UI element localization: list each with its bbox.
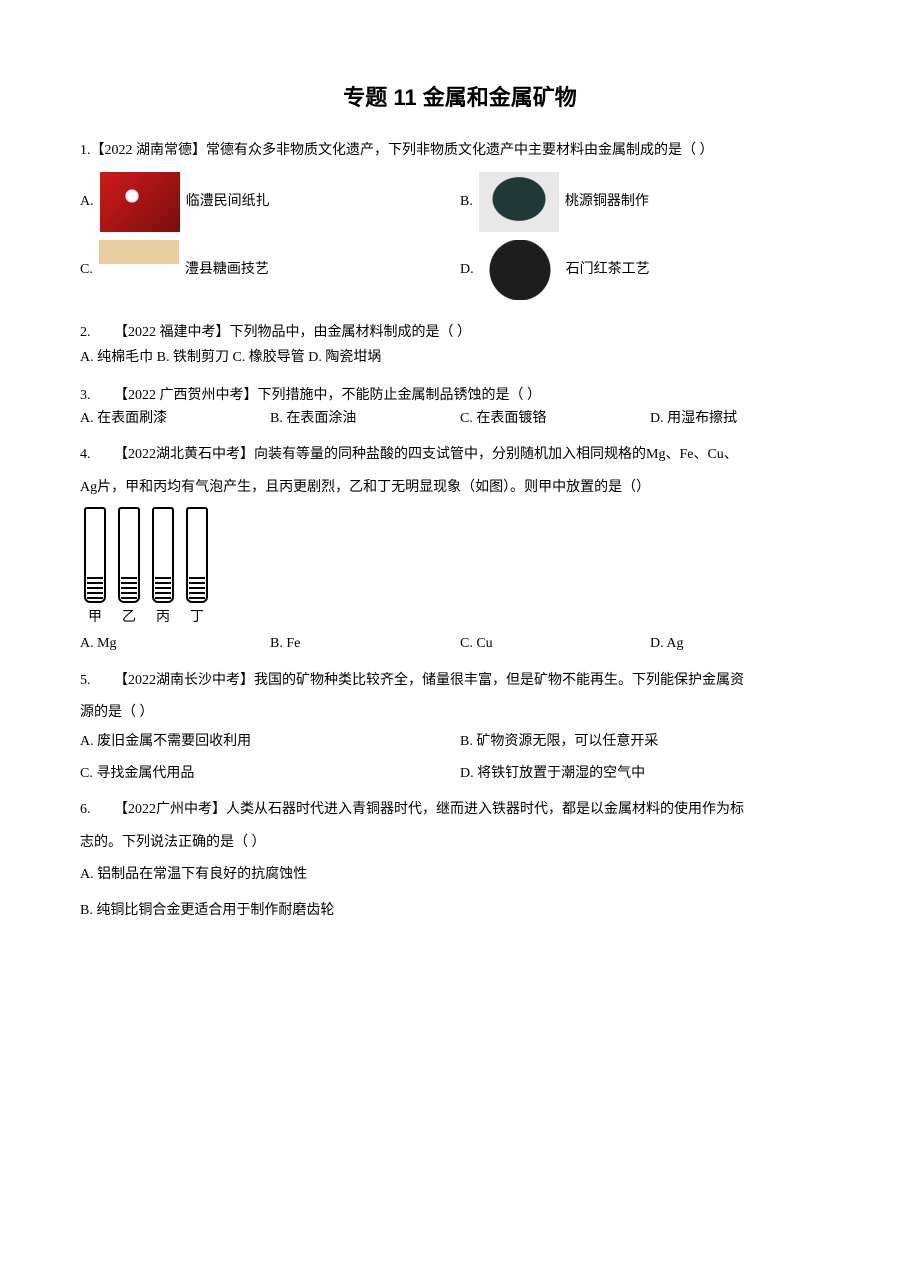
q5-text-1: 【2022湖南长沙中考】我国的矿物种类比较齐全，储量很丰富，但是矿物不能再生。下… [114,670,840,692]
q3-option-a: A. 在表面刷漆 [80,408,270,430]
q1-option-d: D. 石门红茶工艺 [460,240,840,300]
q2-num: 2. [80,322,114,344]
option-c-image [99,240,179,300]
tube-label-1: 甲 [84,607,106,629]
tube-label-2: 乙 [118,607,140,629]
option-letter: A. [80,191,94,213]
q3-option-c: C. 在表面镀铬 [460,408,650,430]
q3-text: 【2022 广西贺州中考】下列措施中，不能防止金属制品锈蚀的是（ ） [114,385,840,407]
q4-text-1: 【2022湖北黄石中考】向装有等量的同种盐酸的四支试管中，分别随机加入相同规格的… [114,444,840,466]
q4-figure: 甲 乙 丙 丁 [80,507,840,629]
option-a-image [100,172,180,232]
q6-num: 6. [80,799,114,821]
q6-option-b: B. 纯铜比铜合金更适合用于制作耐磨齿轮 [80,900,840,922]
q6-text-1: 【2022广州中考】人类从石器时代进入青铜器时代，继而进入铁器时代，都是以金属材… [114,799,840,821]
q1-option-c: C. 澧县糖画技艺 [80,240,460,300]
q5-option-b: B. 矿物资源无限，可以任意开采 [460,731,840,753]
q5-option-d: D. 将铁钉放置于潮湿的空气中 [460,763,840,785]
option-d-label: 石门红茶工艺 [566,259,650,281]
tube-icon [118,507,140,603]
q3-option-d: D. 用湿布擦拭 [650,408,840,430]
option-c-label: 澧县糖画技艺 [185,259,269,281]
q1-text: 【2022 湖南常德】常德有众多非物质文化遗产，下列非物质文化遗产中主要材料由金… [91,140,841,162]
q4-text-2: Ag片，甲和丙均有气泡产生，且丙更剧烈，乙和丁无明显现象（如图）。则甲中放置的是… [80,477,840,499]
q1-option-a: A. 临澧民间纸扎 [80,172,460,232]
tube-label-3: 丙 [152,607,174,629]
option-letter: D. [460,259,474,281]
q1-option-b: B. 桃源铜器制作 [460,172,840,232]
question-6: 6. 【2022广州中考】人类从石器时代进入青铜器时代，继而进入铁器时代，都是以… [80,799,840,923]
q2-options: A. 纯棉毛巾 B. 铁制剪刀 C. 橡胶导管 D. 陶瓷坩埚 [80,345,840,372]
option-b-image [479,172,559,232]
tube-icon [186,507,208,603]
option-a-label: 临澧民间纸扎 [186,191,270,213]
q5-num: 5. [80,670,114,692]
question-3: 3. 【2022 广西贺州中考】下列措施中，不能防止金属制品锈蚀的是（ ） A.… [80,385,840,430]
q3-option-b: B. 在表面涂油 [270,408,460,430]
q5-option-c: C. 寻找金属代用品 [80,763,460,785]
q4-option-b: B. Fe [270,633,460,655]
q6-option-a: A. 铝制品在常温下有良好的抗腐蚀性 [80,864,840,886]
tube-icon [152,507,174,603]
option-letter: B. [460,191,473,213]
q5-text-2: 源的是（ ） [80,702,840,724]
page-title: 专题 11 金属和金属矿物 [80,80,840,112]
q6-text-2: 志的。下列说法正确的是（ ） [80,832,840,854]
question-1: 1. 【2022 湖南常德】常德有众多非物质文化遗产，下列非物质文化遗产中主要材… [80,140,840,308]
q1-num: 1. [80,140,91,162]
q2-text: 【2022 福建中考】下列物品中，由金属材料制成的是（ ） [114,322,840,344]
option-letter: C. [80,259,93,281]
q3-num: 3. [80,385,114,407]
q4-option-d: D. Ag [650,633,840,655]
option-d-image [480,240,560,300]
q4-option-c: C. Cu [460,633,650,655]
tube-icon [84,507,106,603]
q4-option-a: A. Mg [80,633,270,655]
question-4: 4. 【2022湖北黄石中考】向装有等量的同种盐酸的四支试管中，分别随机加入相同… [80,444,840,656]
tube-label-4: 丁 [186,607,208,629]
option-b-label: 桃源铜器制作 [565,191,649,213]
q4-num: 4. [80,444,114,466]
question-5: 5. 【2022湖南长沙中考】我国的矿物种类比较齐全，储量很丰富，但是矿物不能再… [80,670,840,786]
question-2: 2. 【2022 福建中考】下列物品中，由金属材料制成的是（ ） A. 纯棉毛巾… [80,322,840,371]
q5-option-a: A. 废旧金属不需要回收利用 [80,731,460,753]
